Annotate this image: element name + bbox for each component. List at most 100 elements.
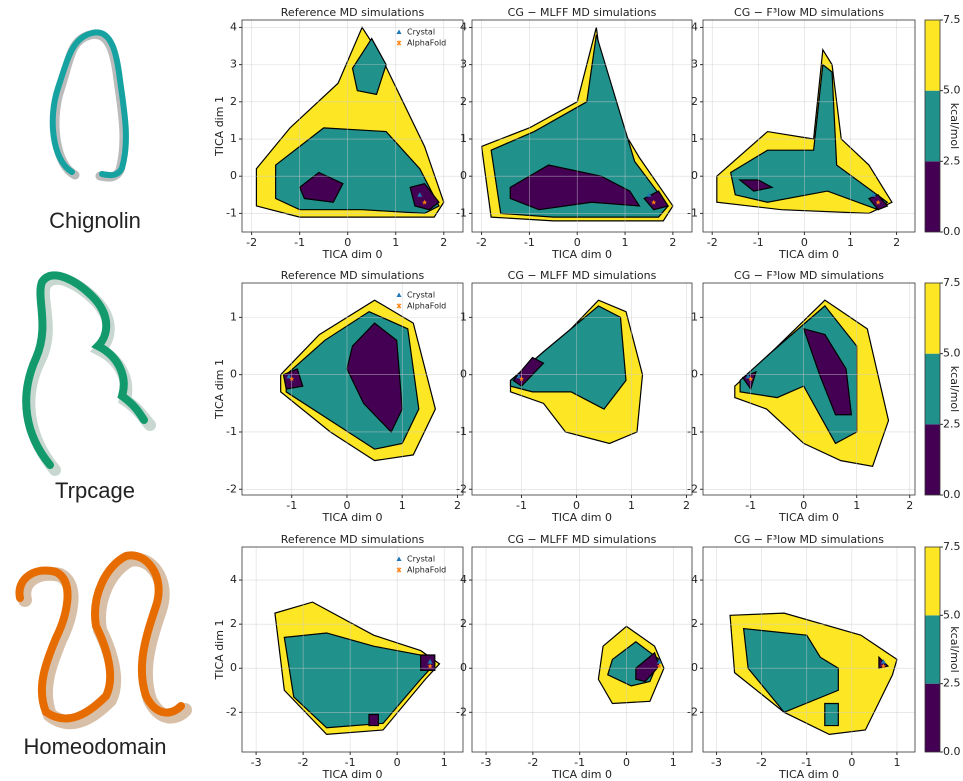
chart-title: CG − MLFF MD simulations bbox=[508, 6, 657, 19]
y-axis-label: TICA dim 1 bbox=[213, 359, 226, 420]
y-tick-label: -1 bbox=[687, 425, 698, 438]
x-tick-label: 2 bbox=[669, 236, 676, 249]
legend-label: AlphaFold bbox=[407, 302, 446, 311]
y-axis-label: TICA dim 1 bbox=[213, 620, 226, 681]
x-tick-label: 0 bbox=[623, 756, 630, 769]
colorbar-label: kcal/mol bbox=[948, 103, 961, 149]
x-axis-label: TICA dim 0 bbox=[551, 511, 612, 524]
x-tick-label: 0 bbox=[394, 756, 401, 769]
y-tick-label: 0 bbox=[691, 368, 698, 381]
colorbar-label: kcal/mol bbox=[948, 366, 961, 412]
x-tick-label: -1 bbox=[294, 236, 305, 249]
protein-name: Chignolin bbox=[49, 208, 141, 233]
plot-area bbox=[472, 547, 692, 752]
colorbar-band bbox=[925, 354, 940, 425]
y-tick-label: -1 bbox=[456, 425, 467, 438]
y-tick-label: 4 bbox=[691, 20, 698, 33]
panel: -2-1012-101234Reference MD simulationsTI… bbox=[213, 6, 463, 261]
x-tick-label: 2 bbox=[893, 236, 900, 249]
x-tick-label: 1 bbox=[622, 236, 629, 249]
chart-title: CG − MLFF MD simulations bbox=[508, 269, 657, 282]
legend-label: Crystal bbox=[407, 28, 435, 37]
x-tick-label: -1 bbox=[516, 499, 527, 512]
x-axis-label: TICA dim 0 bbox=[778, 511, 839, 524]
colorbar-tick-label: 2.5 bbox=[943, 154, 961, 167]
x-axis-label: TICA dim 0 bbox=[551, 248, 612, 261]
x-tick-label: 2 bbox=[454, 499, 461, 512]
y-tick-label: 1 bbox=[460, 310, 467, 323]
x-tick-label: -1 bbox=[753, 236, 764, 249]
y-tick-label: 0 bbox=[460, 169, 467, 182]
y-tick-label: 0 bbox=[460, 368, 467, 381]
y-tick-label: 2 bbox=[230, 95, 237, 108]
y-tick-label: 3 bbox=[230, 58, 237, 71]
protein-images bbox=[19, 32, 185, 722]
y-tick-label: 0 bbox=[230, 368, 237, 381]
x-tick-label: -2 bbox=[756, 756, 767, 769]
y-tick-label: 2 bbox=[460, 95, 467, 108]
panel: -3-2-101-2024CG − F³low MD simulationsTI… bbox=[687, 533, 915, 781]
y-tick-label: 0 bbox=[230, 661, 237, 674]
protein-name: Trpcage bbox=[55, 478, 135, 503]
colorbar-label: kcal/mol bbox=[948, 626, 961, 672]
x-tick-label: -1 bbox=[524, 236, 535, 249]
x-tick-label: -2 bbox=[298, 756, 309, 769]
figure: Chignolin Trpcage Homeodomain -2 -1 0 1 2 -1 0 1 2 3… bbox=[0, 0, 963, 781]
colorbar: 0.02.55.07.5kcal/mol bbox=[925, 13, 961, 238]
x-tick-label: -1 bbox=[286, 499, 297, 512]
x-tick-label: 2 bbox=[440, 236, 447, 249]
y-tick-label: -2 bbox=[456, 705, 467, 718]
chart-title: Reference MD simulations bbox=[281, 533, 425, 546]
x-tick-label: -3 bbox=[251, 756, 262, 769]
trpcage-ribbon bbox=[29, 279, 150, 470]
colorbar-tick-label: 7.5 bbox=[943, 540, 961, 553]
x-tick-label: 1 bbox=[893, 756, 900, 769]
colorbar-tick-label: 2.5 bbox=[943, 677, 961, 690]
x-tick-label: -3 bbox=[711, 756, 722, 769]
colorbar-tick-label: 2.5 bbox=[943, 417, 961, 430]
y-tick-label: 3 bbox=[460, 58, 467, 71]
x-axis-label: TICA dim 0 bbox=[778, 248, 839, 261]
y-tick-label: 2 bbox=[230, 617, 237, 630]
x-tick-label: -2 bbox=[707, 236, 718, 249]
legend-label: Crystal bbox=[407, 291, 435, 300]
colorbar: 0.02.55.07.5kcal/mol bbox=[925, 276, 961, 501]
protein-name: Homeodomain bbox=[23, 734, 166, 759]
y-tick-label: -2 bbox=[226, 482, 237, 495]
y-tick-label: -2 bbox=[687, 482, 698, 495]
chart-title: CG − F³low MD simulations bbox=[734, 6, 884, 19]
chart-title: CG − F³low MD simulations bbox=[734, 269, 884, 282]
colorbar-band bbox=[925, 615, 940, 683]
x-tick-label: 0 bbox=[848, 756, 855, 769]
y-tick-label: 3 bbox=[691, 58, 698, 71]
colorbar-band bbox=[925, 424, 940, 495]
y-tick-label: 2 bbox=[691, 617, 698, 630]
x-tick-label: 1 bbox=[392, 236, 399, 249]
y-tick-label: 1 bbox=[230, 310, 237, 323]
y-tick-label: 1 bbox=[691, 132, 698, 145]
colorbar-tick-label: 0.0 bbox=[943, 745, 961, 758]
plots: Chignolin Trpcage Homeodomain -2 -1 0 1 2 -1 0 1 2 3… bbox=[23, 6, 961, 781]
y-tick-label: -2 bbox=[687, 705, 698, 718]
x-axis-label: TICA dim 0 bbox=[778, 768, 839, 781]
colorbar-tick-label: 7.5 bbox=[943, 276, 961, 289]
y-tick-label: 4 bbox=[230, 20, 237, 33]
colorbar-tick-label: 5.0 bbox=[943, 347, 961, 360]
x-tick-label: 1 bbox=[399, 499, 406, 512]
x-tick-label: -2 bbox=[527, 756, 538, 769]
y-tick-label: 0 bbox=[691, 169, 698, 182]
colorbar-band bbox=[925, 20, 940, 91]
y-tick-label: 4 bbox=[460, 573, 467, 586]
x-tick-label: 1 bbox=[670, 756, 677, 769]
energy-region bbox=[825, 704, 839, 726]
y-tick-label: -2 bbox=[456, 482, 467, 495]
x-tick-label: -3 bbox=[481, 756, 492, 769]
colorbar-tick-label: 0.0 bbox=[943, 225, 961, 238]
colorbar-band bbox=[925, 283, 940, 354]
